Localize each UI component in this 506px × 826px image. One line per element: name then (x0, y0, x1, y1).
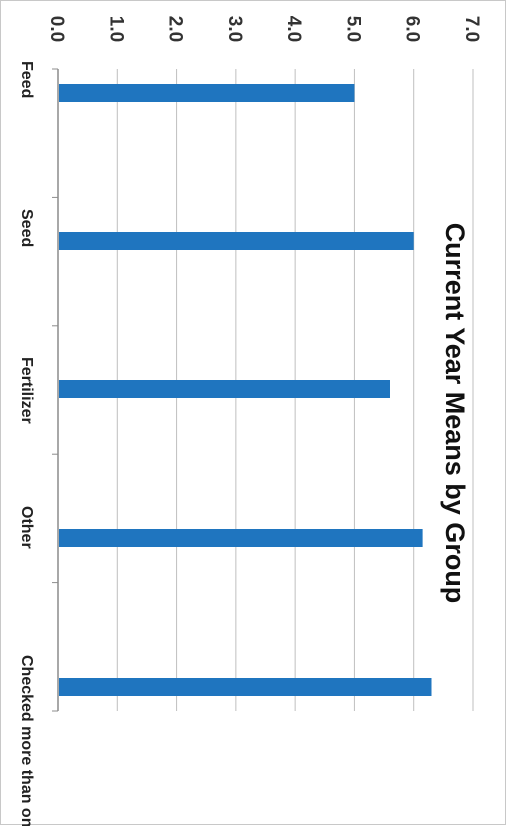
bar (59, 84, 355, 102)
x-category-label: Feed (18, 61, 35, 98)
y-tick-label: 2.0 (165, 16, 186, 42)
y-tick-label: 7.0 (461, 16, 482, 42)
chart-title: Current Year Means by Group (440, 223, 470, 604)
x-category-label: Checked more than one (18, 655, 35, 826)
bar (59, 380, 390, 398)
bar (59, 529, 423, 547)
y-tick-label: 1.0 (105, 16, 126, 42)
y-tick-label: 5.0 (342, 16, 363, 42)
x-category-label: Fertilizer (18, 357, 35, 424)
tick-labels: 0.0 1.0 2.0 3.0 4.0 5.0 6.0 7.0 Feed Seed Fertiliz… (18, 16, 482, 826)
y-tick-label: 0.0 (46, 16, 67, 42)
bar (59, 678, 432, 696)
bars (59, 84, 432, 696)
y-tick-label: 6.0 (402, 16, 423, 42)
axes (52, 68, 59, 712)
y-tick-label: 4.0 (283, 16, 304, 42)
x-category-label: Seed (18, 209, 35, 247)
bar (59, 232, 414, 250)
y-tick-label: 3.0 (224, 16, 245, 42)
x-category-label: Other (18, 506, 35, 549)
